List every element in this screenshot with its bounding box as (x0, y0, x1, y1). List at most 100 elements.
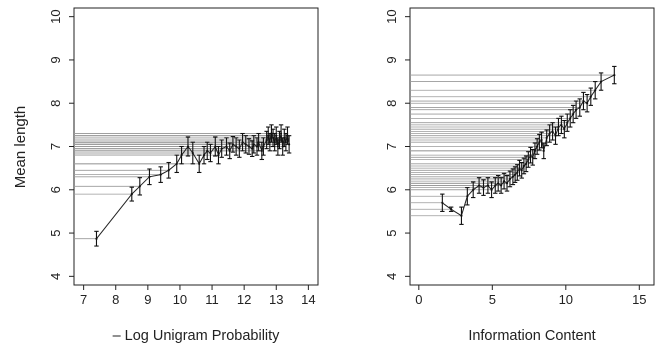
left-error-bar (179, 145, 184, 165)
right-error-bar (568, 109, 573, 128)
left-y-tick-label: 8 (48, 100, 63, 107)
left-data-point (238, 147, 241, 150)
left-data-point (202, 154, 206, 157)
left-x-tick-label: 8 (112, 292, 119, 307)
right-error-bar (550, 122, 555, 141)
right-data-point (554, 134, 557, 137)
right-series-polyline (442, 74, 615, 217)
right-error-bar (507, 170, 513, 188)
right-data-point (566, 121, 569, 124)
right-data-point (511, 175, 514, 178)
right-y-tick-label: 10 (384, 9, 399, 23)
left-y-tick-label: 5 (48, 229, 63, 236)
right-data-point (582, 99, 585, 103)
left-data-point (206, 149, 209, 152)
left-data-point (267, 134, 270, 137)
right-data-point (613, 73, 616, 77)
left-data-point (251, 147, 254, 150)
right-error-bar (448, 206, 454, 212)
right-error-bar (598, 72, 604, 91)
right-data-point (548, 132, 551, 135)
left-error-bar (197, 154, 202, 174)
right-error-bar (530, 148, 535, 166)
left-data-point (273, 141, 276, 144)
left-data-point (225, 145, 228, 148)
right-data-point (538, 141, 541, 144)
left-error-bar (230, 135, 236, 153)
left-error-bar (246, 138, 252, 155)
left-x-tick-label: 9 (144, 292, 151, 307)
right-data-point (557, 125, 560, 129)
right-data-point (578, 106, 581, 109)
right-data-point (586, 102, 589, 105)
right-error-bar (495, 174, 501, 192)
right-data-point (563, 128, 566, 131)
right-error-bar (510, 168, 516, 186)
left-data-point (138, 185, 141, 188)
right-data-point (502, 180, 506, 183)
left-data-point (288, 143, 291, 146)
right-y-tick-label: 9 (384, 56, 399, 63)
left-data-point (95, 237, 98, 240)
right-data-point (540, 138, 543, 142)
right-y-tick-label: 7 (384, 143, 399, 150)
left-error-bar (185, 136, 191, 157)
left-data-point (130, 193, 133, 196)
left-data-point (260, 149, 263, 152)
left-error-bar (237, 139, 242, 158)
right-error-bar (485, 177, 491, 194)
right-data-point (466, 195, 469, 198)
right-data-point (545, 136, 548, 139)
left-y-tick-label: 4 (48, 273, 63, 280)
right-data-point (574, 108, 578, 111)
left-data-point (191, 151, 194, 155)
left-x-tick-label: 10 (173, 292, 187, 307)
right-error-bar (501, 172, 507, 190)
right-error-bar (493, 177, 498, 194)
left-error-bar (261, 137, 266, 156)
right-error-bar (515, 164, 520, 181)
left-data-point (214, 145, 217, 148)
left-error-bar (201, 145, 207, 165)
left-data-point (167, 169, 170, 172)
right-error-bar (521, 157, 527, 175)
left-error-bar (274, 126, 279, 145)
right-data-point (569, 117, 572, 120)
left-error-bar (94, 230, 99, 247)
right-data-point (529, 154, 532, 157)
left-data-point (159, 173, 162, 176)
left-error-bar (286, 135, 292, 154)
left-x-axis-label: – Log Unigram Probability (113, 328, 281, 344)
right-error-bar (537, 133, 542, 151)
right-data-point (472, 188, 475, 191)
right-error-bar (541, 142, 546, 160)
left-error-bar (243, 135, 248, 154)
left-error-bar (190, 141, 195, 165)
right-error-bar (573, 100, 579, 119)
right-data-point (477, 184, 481, 187)
right-data-point (505, 182, 509, 185)
right-data-point (599, 80, 603, 83)
right-error-bar (570, 104, 576, 124)
left-data-point (257, 141, 260, 144)
left-error-bar (259, 141, 265, 161)
right-data-point (522, 164, 526, 168)
left-data-point (228, 149, 231, 152)
left-error-bar (208, 143, 213, 163)
right-data-point (508, 177, 512, 181)
right-data-point (460, 214, 463, 217)
right-data-point (490, 188, 493, 191)
left-series-polyline (96, 131, 290, 240)
left-data-point (217, 154, 220, 157)
left-guide-lines (74, 133, 290, 240)
left-y-tick-label: 10 (48, 9, 63, 23)
right-error-bar (562, 119, 567, 139)
right-guide-lines (410, 74, 615, 217)
left-y-tick-label: 9 (48, 56, 63, 63)
right-data-point (527, 158, 530, 161)
left-error-bar (227, 142, 232, 160)
left-error-bar (251, 135, 256, 154)
right-error-bar (465, 187, 470, 206)
right-x-ticks: 0 5 10 15 (415, 285, 647, 307)
left-y-axis-label: Mean length (12, 106, 29, 189)
